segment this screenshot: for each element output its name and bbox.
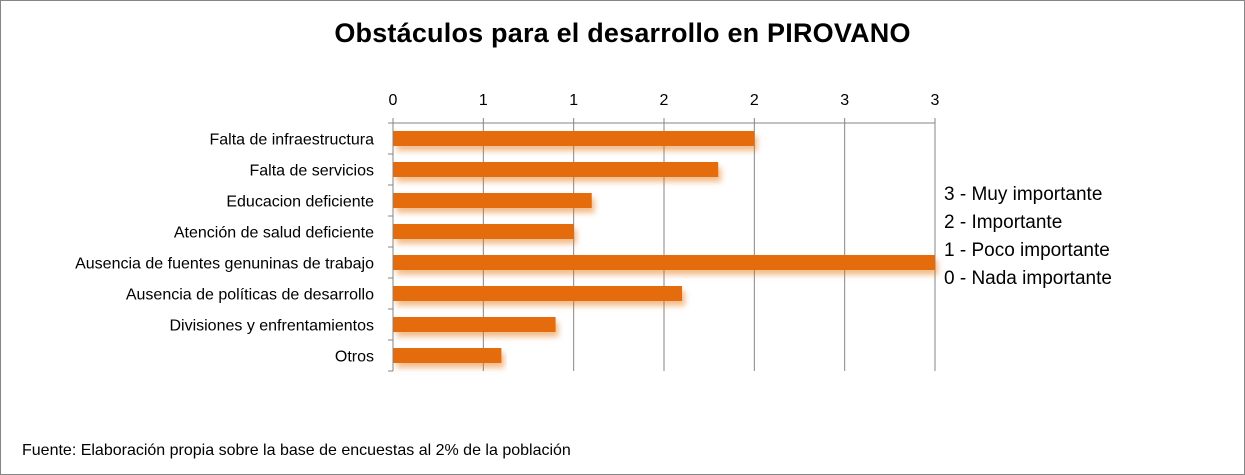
x-tick-label: 0 [389, 92, 398, 109]
bar [393, 131, 755, 146]
category-label: Otros [335, 349, 374, 366]
category-labels: Falta de infraestructura Falta de servici… [75, 132, 374, 366]
category-label: Divisiones y enfrentamientos [169, 318, 374, 335]
bar [393, 317, 556, 332]
legend-item-1: 1 - Poco importante [944, 240, 1110, 261]
category-label: Ausencia de políticas de desarrollo [126, 287, 374, 304]
category-label: Atención de salud deficiente [174, 225, 374, 242]
legend-item-0: 0 - Nada importante [944, 268, 1112, 289]
bar [393, 224, 574, 239]
x-tick-label: 2 [750, 92, 759, 109]
x-tick-label: 1 [569, 92, 578, 109]
x-tick-label: 3 [840, 92, 849, 109]
grid-lines [392, 123, 936, 371]
axes [388, 118, 936, 372]
bar [393, 193, 592, 208]
x-tick-label: 2 [660, 92, 669, 109]
category-label: Ausencia de fuentes genuninas de trabajo [75, 256, 374, 273]
importance-scale-legend: 3 - Muy importante 2 - Importante 1 - Po… [944, 181, 1112, 293]
bars [393, 131, 935, 363]
legend-item-3: 3 - Muy importante [944, 184, 1103, 205]
chart-title: Obstáculos para el desarrollo en PIROVAN… [334, 18, 911, 48]
x-tick-label: 3 [931, 92, 940, 109]
category-label: Falta de servicios [250, 163, 375, 180]
x-tick-labels: 0 1 1 2 2 3 3 [389, 92, 940, 109]
bar [393, 286, 683, 301]
bar [393, 348, 502, 363]
source-note: Fuente: Elaboración propia sobre la base… [22, 442, 571, 459]
category-label: Educacion deficiente [226, 194, 374, 211]
legend-item-2: 2 - Importante [944, 212, 1063, 233]
x-tick-label: 1 [479, 92, 488, 109]
bar [393, 162, 719, 177]
bar [393, 255, 935, 270]
category-label: Falta de infraestructura [209, 132, 374, 149]
